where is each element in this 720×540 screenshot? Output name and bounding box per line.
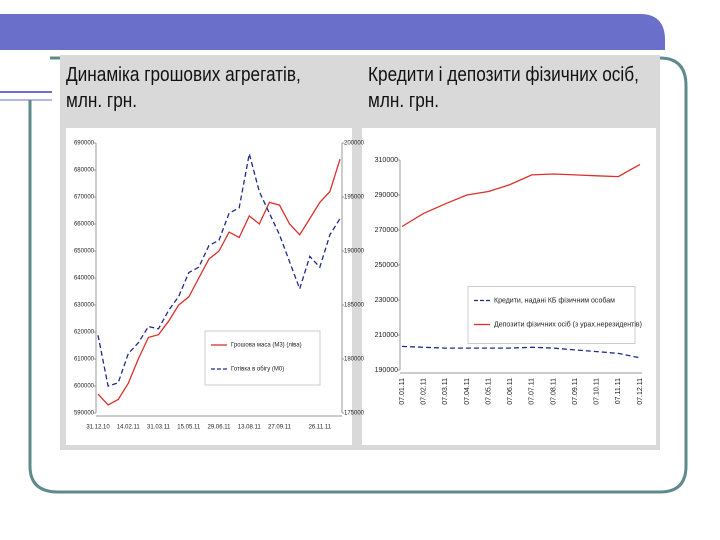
- y-tick-label: 610000: [74, 357, 95, 363]
- x-tick-label: 07.06.11: [507, 378, 514, 405]
- y-tick-label: 630000: [74, 303, 95, 309]
- x-tick-label: 29.06.11: [208, 425, 232, 431]
- y-tick-label: 690000: [74, 141, 95, 147]
- x-tick-label: 07.07.11: [529, 378, 536, 405]
- y2-tick-label: 195000: [344, 195, 365, 201]
- x-tick-label: 07.10.11: [594, 378, 601, 405]
- legend-label: Грошова маса (М3) (ліва): [231, 343, 302, 349]
- series-line: [97, 153, 341, 387]
- y-tick-label: 620000: [74, 330, 95, 336]
- y-tick-label: 310000: [375, 157, 398, 164]
- y-tick-label: 640000: [74, 276, 95, 282]
- x-tick-label: 07.08.11: [550, 378, 557, 405]
- header-band: [0, 14, 665, 50]
- y-tick-label: 290000: [375, 192, 398, 199]
- y2-tick-label: 180000: [344, 357, 365, 363]
- x-tick-label: 07.03.11: [442, 378, 449, 405]
- legend-label: Депозити фізичних осіб (з урах.нерезиден…: [494, 320, 642, 328]
- series-line: [97, 159, 341, 406]
- y-tick-label: 270000: [375, 227, 398, 234]
- y-tick-label: 250000: [375, 262, 398, 269]
- x-tick-label: 07.12.11: [637, 378, 644, 405]
- x-tick-label: 07.09.11: [572, 378, 579, 405]
- y2-tick-label: 200000: [344, 141, 365, 147]
- y-tick-label: 590000: [74, 411, 95, 417]
- series-line: [401, 163, 641, 228]
- legend-label: Готівка в обігу (М0): [231, 367, 284, 373]
- x-tick-label: 07.11.11: [615, 378, 622, 404]
- legend-box: [204, 330, 321, 386]
- legend-label: Кредити, надані КБ фізичним особам: [494, 296, 615, 304]
- legend: Грошова маса (М3) (ліва) Готівка в обігу …: [204, 330, 321, 386]
- plot-panel: [66, 128, 352, 445]
- x-tick-label: 07.02.11: [420, 378, 427, 405]
- x-tick-label: 26.11.11: [309, 425, 332, 431]
- x-tick-label: 31.12.10: [86, 425, 110, 431]
- y2-tick-label: 175000: [344, 411, 365, 417]
- chart-title: Кредити і депозити фізичних осіб, млн. г…: [368, 64, 639, 112]
- legend: Кредити, надані КБ фізичним особам Депози…: [467, 286, 642, 344]
- y-tick-label: 670000: [74, 195, 95, 201]
- x-tick-label: 31.03.11: [147, 425, 171, 431]
- x-tick-label: 15.05.11: [177, 425, 201, 431]
- x-tick-label: 13.08.11: [238, 425, 262, 431]
- x-tick-label: 27.09.11: [268, 425, 292, 431]
- y-tick-label: 660000: [74, 222, 95, 228]
- y2-tick-label: 185000: [344, 303, 365, 309]
- y-tick-label: 210000: [375, 332, 398, 339]
- x-tick-label: 07.04.11: [464, 378, 471, 405]
- chart-title: Динаміка грошових агрегатів, млн. грн.: [66, 64, 301, 112]
- y-tick-label: 680000: [74, 168, 95, 174]
- slide-frame: [28, 56, 688, 494]
- x-tick-label: 07.01.11: [399, 378, 406, 405]
- legend-box: [467, 286, 636, 344]
- y-tick-label: 190000: [375, 367, 398, 374]
- y-tick-label: 600000: [74, 384, 95, 390]
- x-tick-label: 14.02.11: [117, 425, 141, 431]
- y2-tick-label: 190000: [344, 249, 365, 255]
- x-tick-label: 07.05.11: [485, 378, 492, 405]
- y-tick-label: 650000: [74, 249, 95, 255]
- y-tick-label: 230000: [375, 297, 398, 304]
